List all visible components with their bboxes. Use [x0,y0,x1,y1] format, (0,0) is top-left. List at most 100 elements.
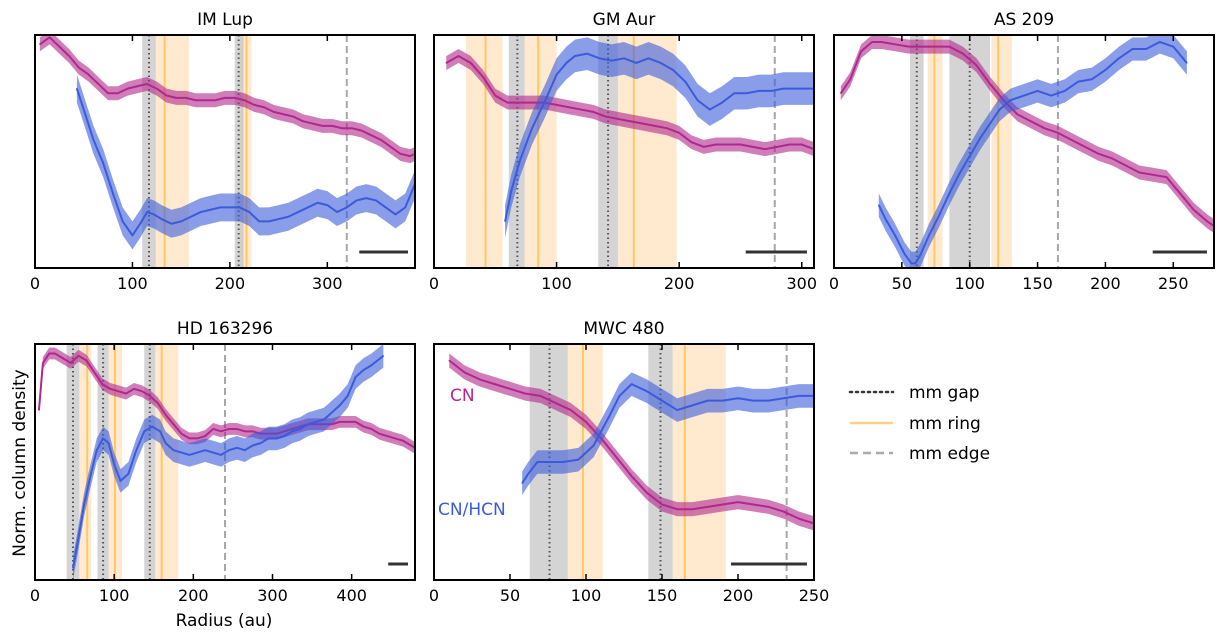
data-point [506,101,509,104]
data-point [767,400,770,402]
data-point [244,430,246,432]
data-point [83,503,85,506]
data-point [185,97,187,99]
data-point [1050,94,1052,97]
data-point [378,433,380,435]
data-point [78,67,80,69]
data-point [323,418,325,421]
data-point [910,262,912,264]
data-point [782,87,784,90]
data-point [580,108,582,111]
data-point [691,404,694,406]
data-point [292,115,294,118]
data-point [1043,127,1045,129]
data-point [1064,90,1066,92]
panel-title: IM Lup [197,10,253,30]
data-point [112,192,114,195]
data-point [149,395,151,397]
data-point [629,120,631,122]
series-line-cn_hcn [504,52,814,222]
data-point [635,62,637,64]
panel-frame [433,34,815,269]
panel-title: GM Aur [593,10,656,30]
data-point [170,223,173,225]
data-point [135,449,137,451]
series-band-cn [840,35,1214,234]
data-point [125,392,127,395]
data-point [38,409,40,411]
data-point [707,400,709,402]
data-point [1131,48,1134,50]
data-point [1186,62,1188,64]
data-point [258,220,260,222]
series-line-cn [839,40,1214,227]
x-tick-label: 400 [336,586,367,605]
series-line-cn [37,352,415,449]
panel-1: 0 100 200 300 GM Aur [429,10,817,293]
data-point [394,213,397,216]
panels: 0 100 200 300 IM Lup 0 100 200 300 GM Aur 0 50 100 15… [30,10,1215,605]
data-point [49,36,51,38]
plot-area [445,35,814,268]
data-point [510,190,512,192]
x-tick-label: 250 [799,586,830,605]
data-point [175,97,177,99]
x-tick-label: 150 [647,586,678,605]
data-point [593,444,595,447]
data-point [243,99,246,101]
data-point [146,83,148,85]
data-point [733,92,735,94]
data-point [370,428,373,430]
data-point [586,53,588,55]
panel-4: 0 50 100 150 200 250 MWC 480 CN CN/HCN [429,319,829,605]
data-point [920,253,922,255]
data-point [291,430,293,432]
data-point [62,357,64,359]
data-point [136,85,138,87]
data-point [39,43,41,45]
data-point [989,122,991,125]
x-tick-label: 200 [178,586,209,605]
data-point [200,211,202,213]
x-axis-label: Radius (au) [176,611,273,631]
data-point [647,57,650,59]
data-point [555,74,558,76]
data-point [307,206,309,209]
data-point [660,62,662,64]
data-point [172,449,175,451]
data-point [331,125,333,127]
series-label-cn-hcn: CN/HCN [438,500,506,520]
data-point [565,62,567,64]
data-point [236,447,238,449]
data-point [527,473,529,475]
data-point [102,437,104,439]
data-point [347,421,349,423]
data-point [58,46,60,48]
panel-title: MWC 480 [583,319,664,339]
data-point [252,444,254,447]
data-point [188,437,190,439]
data-point [1172,46,1174,48]
data-point [101,383,103,385]
data-point [382,355,384,357]
data-point [1118,57,1120,59]
data-point [212,428,214,430]
data-point [539,395,542,397]
panel-title: HD 163296 [177,319,273,339]
data-point [962,53,964,55]
data-point [204,435,206,437]
data-point [404,206,406,209]
data-point [783,510,785,513]
data-point [519,160,521,162]
x-tick-label: 100 [571,586,602,605]
data-point [1084,146,1086,148]
data-point [72,567,74,569]
plot-area [839,35,1214,268]
data-point [48,352,50,355]
legend-label-mm-ring: mm ring [909,414,981,434]
data-point [409,155,411,157]
data-point [370,364,373,366]
data-point [631,383,633,385]
data-point [691,508,694,510]
data-point [87,74,90,76]
